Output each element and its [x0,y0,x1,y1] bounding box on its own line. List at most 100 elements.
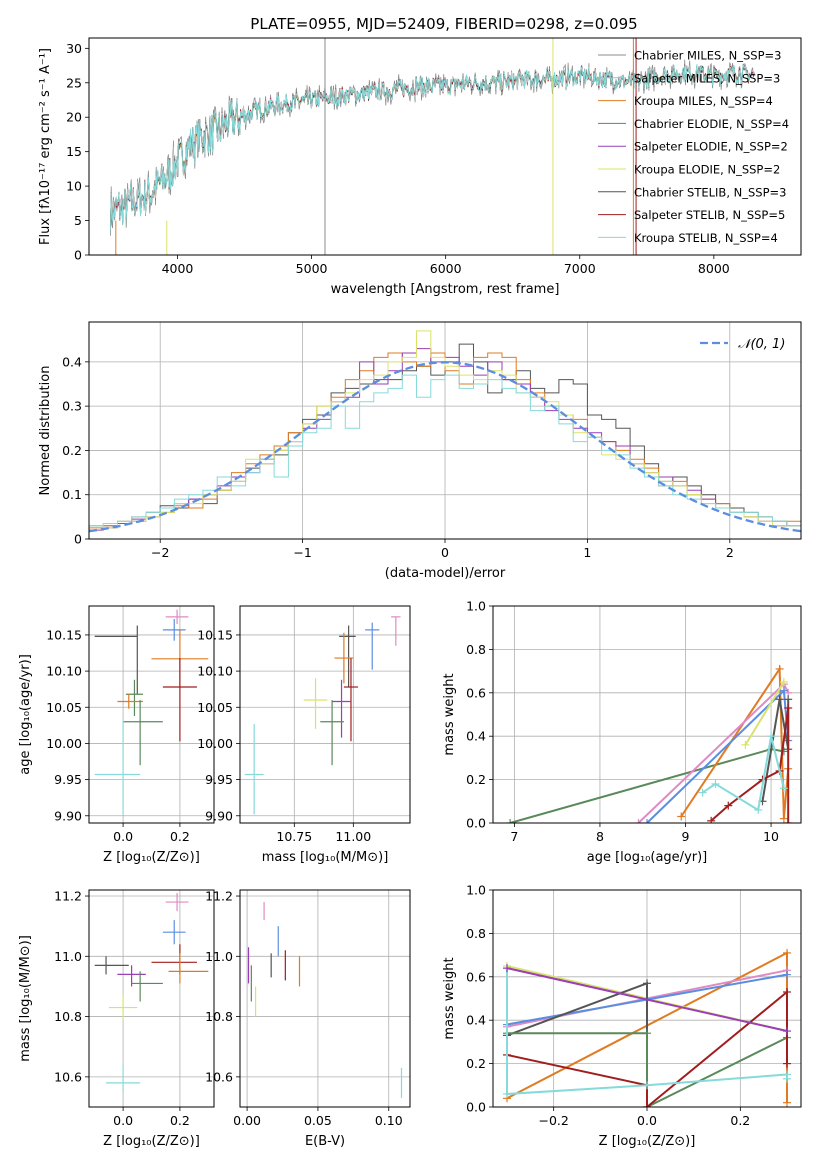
spectrum-xtick-label: 7000 [564,261,596,276]
age_vs_mass-points [244,616,401,815]
age_vs_mass-xtick-label: 11.00 [335,829,371,844]
age_vs_mass-ytick-label: 10.15 [197,627,233,642]
age_vs_mass-ytick-label: 10.05 [197,700,233,715]
spectrum-xtick-label: 8000 [698,261,730,276]
legend-label-chabrier_elodie: Chabrier ELODIE, N_SSP=4 [634,117,789,131]
age_vs_mass-ytick-label: 10.10 [197,664,233,679]
age_vs_z-points [94,609,209,815]
weight_vs_z-ytick-label: 0.0 [466,1100,486,1115]
residuals-xtick-label: 0 [441,545,449,560]
normal-pdf-curve [89,361,801,533]
spectrum-ytick-label: 25 [66,75,82,90]
residuals-ytick-label: 0.3 [62,399,82,414]
weight_vs_age-xtick-label: 8 [596,829,604,844]
spectrum-ytick-label: 20 [66,110,82,125]
weight_vs_age-ytick-label: 0.4 [466,729,486,744]
weight_vs_z-ytick-label: 0.6 [466,969,486,984]
weight_vs_z-ytick-label: 0.2 [466,1056,486,1071]
age_vs_z-axes: 0.0 0.2 9.90 9.95 10.00 10.05 10.10 10.15 Z [log… [18,606,214,865]
histogram-kroupa_elodie [89,330,801,539]
mass_vs_z-axes: 0.0 0.2 10.6 10.8 11.0 11.2 Z [log₁₀(Z/Z⊙)] mas… [18,889,214,1149]
residuals-axes: −2 −1 0 1 2 0 0.1 0.2 0.3 0.4 (data-model)/error No… [38,322,801,581]
line-salpeter_elodie [506,967,788,1032]
age_vs_z-ylabel: age [log₁₀(age/yr)] [18,654,33,775]
spectrum-lines [110,38,755,255]
age_vs_mass-ytick-label: 9.95 [205,772,233,787]
age_vs_z-xlabel: Z [log₁₀(Z/Z⊙)] [103,850,200,865]
age_vs_z-ytick-label: 9.95 [54,772,82,787]
mass_vs_z-frame [88,889,215,1108]
mass_vs_z-ytick-label: 11.2 [54,889,82,904]
weight_vs_z-ytick-label: 0.8 [466,926,486,941]
legend-label-kroupa_stelib: Kroupa STELIB, N_SSP=4 [634,231,778,245]
legend-label-kroupa_miles: Kroupa MILES, N_SSP=4 [634,94,773,108]
plots-group: 4000 5000 6000 7000 8000051015202530waveleng… [18,37,802,1149]
spectrum-ytick-label: 10 [66,179,82,194]
spectrum-legend: Chabrier MILES, N_SSP=3 Salpeter MILES, N… [598,49,789,245]
weight_vs_age-frame [492,605,802,824]
spectrum-xtick-label: 5000 [296,261,328,276]
age_vs_z-ytick-label: 9.90 [54,808,82,823]
weight_vs_age-xtick-label: 7 [510,829,518,844]
spectrum-ytick-label: 0 [74,248,82,263]
age_vs_mass-ytick-label: 10.00 [197,736,233,751]
legend-label-salpeter_miles: Salpeter MILES, N_SSP=3 [634,71,780,85]
spectrum-axes: 4000 5000 6000 7000 8000 0 5 10 15 20 25 30 waveleng… [38,41,730,297]
mass_vs_ebv-ytick-label: 11.2 [205,889,233,904]
legend-label-chabrier_miles: Chabrier MILES, N_SSP=3 [634,49,781,63]
residuals-xtick-label: 2 [726,545,734,560]
residuals-ytick-label: 0 [74,532,82,547]
mass_vs_z-xlabel: Z [log₁₀(Z/Z⊙)] [103,1134,200,1149]
spectrum-xtick-label: 4000 [162,261,194,276]
weight_vs_age-xtick-label: 10 [763,829,779,844]
residuals-legend: 𝒩(0, 1) [700,337,785,352]
mass_vs_z-ytick-label: 10.6 [54,1069,82,1084]
weight_vs_age-ytick-label: 1.0 [466,599,486,614]
age_vs_z-ytick-label: 10.00 [46,736,82,751]
mass_vs_ebv-ytick-label: 10.6 [205,1069,233,1084]
age_vs_mass-xlabel: mass [log₁₀(M/M⊙)] [262,850,389,865]
mass_vs_z-xtick-label: 0.0 [113,1113,133,1128]
residuals-xlabel: (data-model)/error [385,566,506,581]
weight_vs_age-xtick-label: 9 [682,829,690,844]
residuals-xtick-label: 1 [583,545,591,560]
age_vs_z-ytick-label: 10.10 [46,664,82,679]
residuals-ytick-label: 0.2 [62,443,82,458]
mass_vs_ebv-ytick-label: 10.8 [205,1009,233,1024]
mass_vs_ebv-xlabel: E(B-V) [305,1134,345,1149]
residuals-ylabel: Normed distribution [38,366,53,496]
residuals-ytick-label: 0.4 [62,354,82,369]
weight_vs_age-ytick-label: 0.2 [466,772,486,787]
weight_vs_age-ytick-label: 0.8 [466,642,486,657]
residuals-xtick-label: −2 [151,545,169,560]
legend-label-kroupa_elodie: Kroupa ELODIE, N_SSP=2 [634,163,780,177]
age_vs_z-ytick-label: 10.05 [46,700,82,715]
mass_vs_z-xtick-label: 0.2 [170,1113,190,1128]
mass_vs_ebv-xtick-label: 0.00 [233,1113,261,1128]
line-kroupa_elodie [744,681,785,746]
line-chabrier_elodie [507,1032,788,1107]
age_vs_mass-xtick-label: 10.75 [276,829,312,844]
residuals-xtick-label: −1 [293,545,311,560]
mass_vs_z-ytick-label: 11.0 [54,949,82,964]
legend-label-salpeter_stelib: Salpeter STELIB, N_SSP=5 [634,208,785,222]
legend-label-normal: 𝒩(0, 1) [738,337,785,352]
residuals-ytick-label: 0.1 [62,487,82,502]
weight_vs_z-frame [492,889,802,1108]
spectrum-series-kroupa_stelib [110,64,755,231]
weight_vs_z-ytick-label: 0.4 [466,1013,486,1028]
weight_vs_z-ylabel: mass weight [442,957,457,1039]
weight_vs_age-axes: 7 8 9 10 0.0 0.2 0.4 0.6 0.8 1.0 age [log₁₀(age/yr… [442,599,801,865]
weight_vs_age-lines [506,664,793,823]
mass_vs_ebv-frame [239,889,411,1108]
weight_vs_z-xlabel: Z [log₁₀(Z/Z⊙)] [599,1134,696,1149]
age_vs_mass-frame [239,605,411,824]
weight_vs_z-xtick-label: 0.2 [730,1113,750,1128]
mass_vs_ebv-axes: 0.00 0.05 0.10 10.6 10.8 11.0 11.2 E(B-V) [205,889,410,1149]
age_vs_mass-axes: 10.75 11.00 9.90 9.95 10.00 10.05 10.10 10.15 ma… [197,606,410,865]
line-salpeter_stelib [506,989,788,1107]
age_vs_z-frame [88,605,215,824]
age_vs_z-xtick-label: 0.2 [170,829,190,844]
residuals-frame [88,321,802,540]
